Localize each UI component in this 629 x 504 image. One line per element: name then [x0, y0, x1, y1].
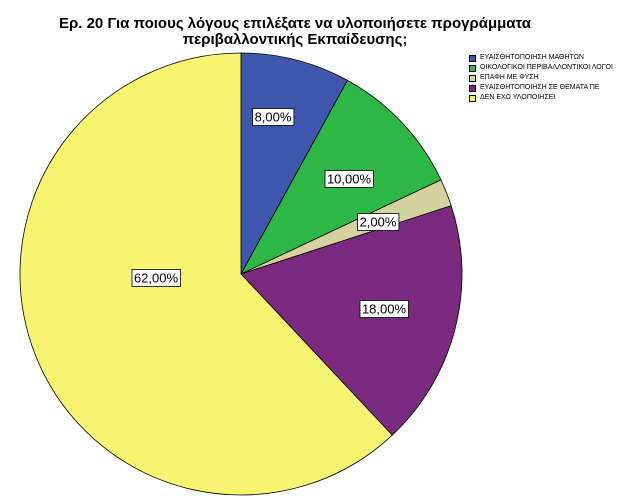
slice-value-label-2: 10,00% — [324, 170, 374, 188]
chart-title-line-2: περιβαλλοντικής Εκπαίδευσης; — [182, 31, 408, 48]
pie-slice-4 — [240, 205, 463, 436]
slice-value-label-4: 18,00% — [359, 300, 409, 318]
slice-value-label-5: 62,00% — [131, 269, 181, 287]
legend-swatch — [469, 75, 476, 82]
legend-label: ΕΠΑΦΗ ΜΕ ΦΥΣΗ — [480, 74, 539, 81]
svg-text:10,00%: 10,00% — [327, 172, 372, 187]
legend: ΕΥΑΙΣΘΗΤΟΠΟΙΗΣΗ ΜΑΘΗΤΩΝ ΟΙΚΟΛΟΓΙΚΟΙ ΠΕΡΙΒ… — [469, 54, 619, 104]
legend-swatch — [469, 85, 476, 92]
legend-item-1: ΕΥΑΙΣΘΗΤΟΠΟΙΗΣΗ ΜΑΘΗΤΩΝ — [469, 54, 619, 62]
legend-label: ΕΥΑΙΣΘΗΤΟΠΟΙΗΣΗ ΜΑΘΗΤΩΝ — [480, 54, 584, 61]
legend-swatch — [469, 55, 476, 62]
legend-item-2: ΟΙΚΟΛΟΓΙΚΟΙ ΠΕΡΙΒΑΛΛΟΝΤΙΚΟΙ ΛΟΓΟΙ — [469, 64, 619, 72]
legend-swatch — [469, 65, 476, 72]
svg-text:8,00%: 8,00% — [255, 110, 292, 125]
legend-item-5: ΔΕΝ ΕΧΩ ΥΛΟΠΟΙΗΣΕΙ — [469, 94, 619, 102]
svg-text:18,00%: 18,00% — [362, 302, 407, 317]
slice-value-label-3: 2,00% — [357, 213, 400, 231]
svg-text:62,00%: 62,00% — [134, 271, 179, 286]
legend-swatch — [469, 95, 476, 102]
legend-label: ΔΕΝ ΕΧΩ ΥΛΟΠΟΙΗΣΕΙ — [480, 94, 556, 101]
legend-item-3: ΕΠΑΦΗ ΜΕ ΦΥΣΗ — [469, 74, 619, 82]
svg-text:2,00%: 2,00% — [360, 215, 397, 230]
slice-value-label-1: 8,00% — [252, 108, 295, 126]
legend-item-4: ΕΥΑΙΣΘΗΤΟΠΟΙΗΣΗ ΣΕ ΘΕΜΑΤΑ ΠΕ — [469, 84, 619, 92]
chart-title-line-1: Ερ. 20 Για ποιους λόγους επιλέξατε να υλ… — [58, 15, 532, 32]
legend-label: ΟΙΚΟΛΟΓΙΚΟΙ ΠΕΡΙΒΑΛΛΟΝΤΙΚΟΙ ΛΟΓΟΙ — [480, 64, 613, 71]
chart-title: Ερ. 20 Για ποιους λόγους επιλέξατε να υλ… — [0, 16, 590, 48]
pie-slice-5 — [19, 52, 393, 496]
legend-label: ΕΥΑΙΣΘΗΤΟΠΟΙΗΣΗ ΣΕ ΘΕΜΑΤΑ ΠΕ — [480, 84, 600, 91]
